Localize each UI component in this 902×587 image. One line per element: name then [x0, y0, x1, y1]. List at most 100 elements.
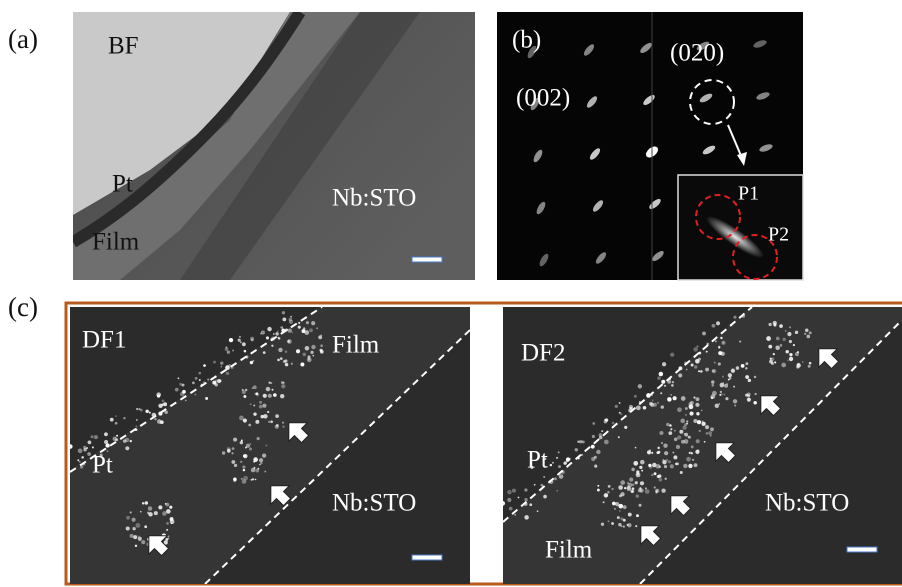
speckle — [303, 353, 306, 356]
region-label: Film — [332, 332, 380, 359]
peak-label: P2 — [768, 224, 789, 246]
speckle — [215, 379, 218, 382]
speckle — [300, 363, 304, 367]
speckle — [259, 464, 261, 466]
speckle — [194, 394, 196, 396]
region-label: Film — [92, 229, 140, 256]
speckle — [623, 519, 626, 522]
speckle — [695, 359, 700, 364]
speckle — [94, 435, 98, 439]
speckle — [251, 468, 256, 473]
speckle — [263, 351, 266, 354]
region-label: Pt — [112, 171, 133, 198]
speckle — [722, 376, 724, 378]
speckle — [318, 335, 322, 339]
speckle — [647, 450, 651, 454]
speckle — [78, 448, 83, 453]
speckle — [718, 346, 721, 349]
speckle — [736, 366, 740, 370]
speckle — [675, 463, 678, 466]
speckle — [302, 329, 306, 333]
speckle — [679, 430, 683, 434]
speckle — [192, 382, 195, 385]
speckle — [558, 451, 560, 453]
speckle — [620, 480, 625, 485]
speckle — [290, 316, 292, 318]
speckle — [605, 418, 608, 421]
speckle — [666, 423, 670, 427]
speckle — [132, 518, 136, 522]
speckle — [636, 406, 641, 411]
speckle — [282, 426, 284, 428]
speckle — [243, 418, 247, 422]
speckle — [668, 431, 672, 435]
speckle — [670, 428, 672, 430]
speckle — [298, 326, 301, 329]
speckle — [550, 464, 552, 466]
speckle — [768, 345, 772, 349]
speckle — [721, 352, 725, 356]
speckle — [213, 361, 216, 364]
speckle — [676, 445, 680, 449]
speckle — [135, 425, 137, 427]
speckle — [704, 441, 706, 443]
speckle — [656, 464, 661, 469]
speckle — [697, 413, 699, 415]
speckle — [282, 422, 284, 424]
speckle — [684, 433, 686, 435]
speckle — [747, 398, 751, 402]
speckle — [113, 437, 117, 441]
speckle — [592, 422, 595, 425]
speckle — [689, 411, 693, 415]
speckle — [722, 342, 724, 344]
region-label: Pt — [92, 452, 113, 479]
speckle — [682, 425, 686, 429]
speckle — [288, 328, 292, 332]
speckle — [714, 362, 716, 364]
speckle — [618, 523, 622, 527]
speckle — [243, 395, 246, 398]
speckle — [780, 344, 783, 347]
speckle — [748, 379, 751, 382]
speckle — [275, 414, 279, 418]
speckle — [696, 439, 700, 443]
speckle — [657, 402, 659, 404]
speckle — [720, 337, 722, 339]
speckle — [597, 489, 600, 492]
speckle — [655, 491, 657, 493]
speckle — [623, 505, 627, 509]
speckle — [227, 447, 231, 451]
speckle — [280, 357, 283, 360]
speckle — [747, 394, 750, 397]
speckle — [298, 322, 300, 324]
speckle — [126, 516, 130, 520]
speckle — [636, 470, 639, 473]
speckle — [708, 431, 712, 435]
speckle — [115, 415, 117, 417]
speckle — [640, 481, 644, 485]
speckle — [603, 501, 605, 503]
speckle — [619, 402, 621, 404]
speckle — [728, 373, 732, 377]
speckle — [607, 491, 610, 494]
speckle — [91, 435, 94, 438]
speckle — [185, 400, 187, 402]
speckle — [225, 346, 227, 348]
speckle — [712, 369, 715, 372]
speckle — [277, 359, 280, 362]
speckle — [662, 460, 666, 464]
speckle — [795, 352, 799, 356]
speckle — [694, 463, 698, 467]
speckle — [115, 422, 118, 425]
speckle — [305, 346, 310, 351]
speckle — [592, 435, 595, 438]
speckle — [498, 500, 500, 502]
speckle — [77, 459, 79, 461]
speckle — [160, 420, 164, 424]
speckle — [697, 420, 701, 424]
speckle — [620, 413, 622, 415]
speckle — [232, 350, 234, 352]
speckle — [262, 404, 266, 408]
speckle — [135, 545, 137, 547]
speckle — [688, 464, 692, 468]
